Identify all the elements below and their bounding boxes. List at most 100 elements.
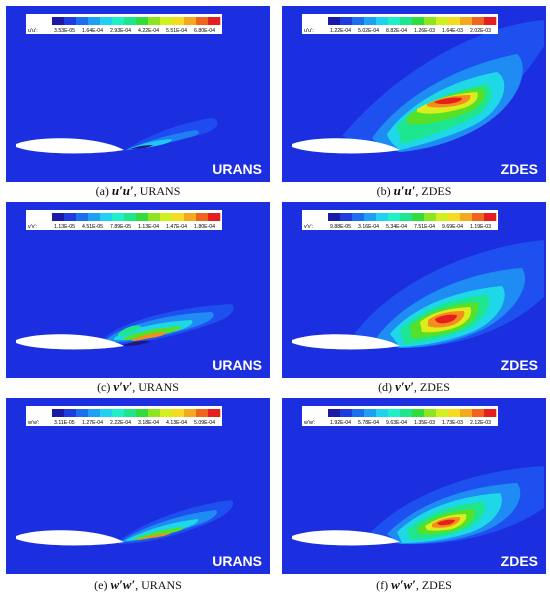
colorbar-swatch: [484, 213, 497, 221]
colorbar-tick-label: 3.53E-05: [54, 28, 75, 34]
colorbar-swatch: [400, 17, 413, 25]
colorbar-swatch: [412, 17, 425, 25]
contour-plot-d: v'v': 9.88E-05 3.16E-04 5.34E-04 7.51E-0…: [282, 202, 546, 378]
contour-plot-b: u'u': 1.22E-04 5.02E-04 8.82E-04 1.26E-0…: [282, 6, 546, 182]
colorbar-swatch: [88, 409, 101, 417]
colorbar-tick-label: 1.92E-04: [330, 420, 351, 426]
caption-variable: u′u′: [111, 183, 134, 198]
colorbar-tick-label: 7.89E-05: [110, 224, 131, 230]
colorbar-swatch: [436, 17, 449, 25]
colorbar-swatches: [328, 17, 497, 25]
colorbar-swatch: [184, 213, 197, 221]
colorbar-swatch: [340, 409, 353, 417]
caption-variable: w′w′: [391, 577, 416, 592]
colorbar-swatch: [208, 409, 221, 417]
method-label: ZDES: [501, 553, 538, 569]
colorbar-swatch: [424, 17, 437, 25]
colorbar-swatch: [484, 17, 497, 25]
contour-panel-a: u'u': 3.53E-05 1.64E-04 2.93E-04 4.22E-0…: [6, 6, 270, 182]
colorbar-tick-label: 3.18E-04: [138, 420, 159, 426]
colorbar-swatch: [148, 213, 161, 221]
caption-method: , ZDES: [415, 184, 452, 198]
flow-contours: [367, 466, 544, 545]
colorbar-swatch: [364, 213, 377, 221]
airfoil: [16, 138, 124, 154]
colorbar-swatch: [64, 409, 77, 417]
flow-contours: [124, 118, 218, 151]
method-label: URANS: [212, 357, 262, 373]
colorbar-swatch: [172, 409, 185, 417]
colorbar-tick-label: 5.02E-04: [358, 28, 379, 34]
airfoil: [292, 530, 400, 546]
colorbar-swatch: [148, 17, 161, 25]
airfoil: [292, 334, 400, 350]
caption-variable: w′w′: [110, 577, 136, 592]
colorbar-swatch: [376, 17, 389, 25]
caption-letter: (c): [97, 380, 111, 394]
colorbar-swatch: [148, 409, 161, 417]
colorbar-tick-label: 4.13E-04: [166, 420, 187, 426]
colorbar-tick-label: 1.13E-04: [138, 224, 159, 230]
colorbar-swatch: [124, 409, 137, 417]
colorbar-swatch: [448, 213, 461, 221]
contour-plot-a: u'u': 3.53E-05 1.64E-04 2.93E-04 4.22E-0…: [6, 6, 270, 182]
colorbar-swatch: [460, 17, 473, 25]
colorbar-swatch: [436, 213, 449, 221]
airfoil: [292, 138, 400, 154]
colorbar-variable-label: v'v':: [304, 224, 314, 230]
colorbar-tick-label: 1.73E-03: [442, 420, 463, 426]
colorbar-tick-label: 1.35E-03: [414, 420, 435, 426]
colorbar-swatch: [208, 213, 221, 221]
colorbar-tick-label: 1.64E-04: [82, 28, 103, 34]
colorbar-tick-label: 1.19E-03: [470, 224, 491, 230]
flow-contours: [101, 304, 234, 346]
colorbar-swatch: [52, 213, 65, 221]
colorbar-swatches: [52, 17, 221, 25]
colorbar-swatch: [364, 409, 377, 417]
colorbar-swatch: [412, 213, 425, 221]
colorbar-swatch: [472, 213, 485, 221]
colorbar-swatch: [340, 213, 353, 221]
colorbar-swatch: [172, 17, 185, 25]
colorbar-swatch: [160, 17, 173, 25]
colorbar-tick-label: 1.22E-04: [330, 28, 351, 34]
colorbar-tick-label: 5.34E-04: [386, 224, 407, 230]
colorbar: w'w': 3.11E-05 1.27E-04 2.22E-04 3.18E-0…: [26, 406, 222, 426]
colorbar-swatch: [388, 409, 401, 417]
colorbar-swatch: [100, 213, 113, 221]
colorbar-tick-label: 5.78E-04: [358, 420, 379, 426]
colorbar: u'u': 1.22E-04 5.02E-04 8.82E-04 1.26E-0…: [302, 14, 498, 34]
colorbar-swatch: [76, 213, 89, 221]
colorbar-tick-label: 1.26E-03: [414, 28, 435, 34]
colorbar-swatch: [352, 213, 365, 221]
colorbar-swatches: [328, 409, 497, 417]
colorbar-variable-label: v'v':: [28, 224, 38, 230]
contour-plot-e: w'w': 3.11E-05 1.27E-04 2.22E-04 3.18E-0…: [6, 398, 270, 574]
contour-plot-c: v'v': 1.13E-05 4.51E-05 7.89E-05 1.13E-0…: [6, 202, 270, 378]
colorbar-tick-label: 5.51E-04: [166, 28, 187, 34]
colorbar-swatch: [184, 17, 197, 25]
colorbar-swatches: [52, 409, 221, 417]
colorbar-swatch: [364, 17, 377, 25]
airfoil: [16, 530, 124, 546]
colorbar-swatch: [52, 409, 65, 417]
colorbar-tick-label: 5.09E-04: [194, 420, 215, 426]
colorbar-swatch: [400, 409, 413, 417]
contour-panel-d: v'v': 9.88E-05 3.16E-04 5.34E-04 7.51E-0…: [282, 202, 546, 378]
colorbar-swatch: [88, 17, 101, 25]
colorbar-tick-label: 9.63E-04: [386, 420, 407, 426]
caption-variable: v′v′: [113, 379, 133, 394]
colorbar-tick-label: 2.22E-04: [110, 420, 131, 426]
method-label: URANS: [212, 553, 262, 569]
colorbar-swatch: [388, 17, 401, 25]
caption-e: (e) w′w′, URANS: [6, 577, 270, 593]
colorbar-swatch: [328, 213, 341, 221]
colorbar-variable-label: u'u':: [28, 28, 38, 34]
caption-method: , ZDES: [415, 578, 452, 592]
colorbar-tick-label: 8.82E-04: [386, 28, 407, 34]
colorbar-tick-label: 2.93E-04: [110, 28, 131, 34]
caption-f: (f) w′w′, ZDES: [282, 577, 546, 593]
colorbar-swatches: [52, 213, 221, 221]
caption-variable: v′v′: [395, 379, 414, 394]
method-label: ZDES: [501, 357, 538, 373]
